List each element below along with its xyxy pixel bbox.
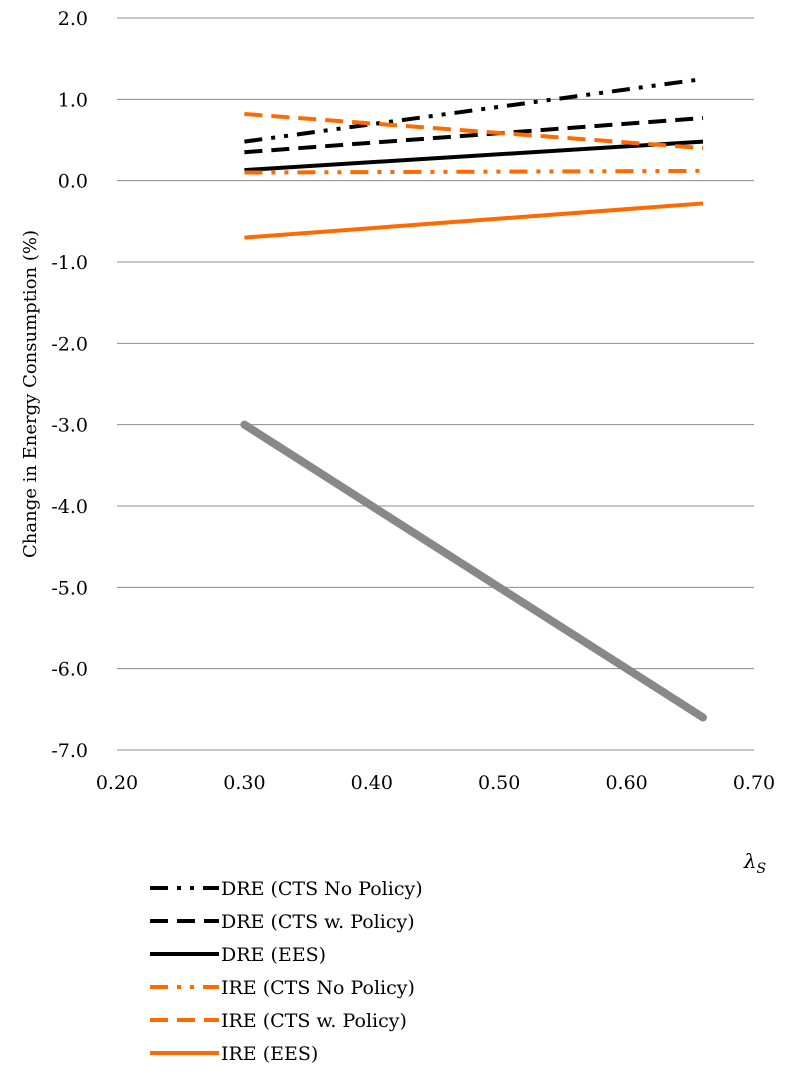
y-tick-label: -7.0	[51, 740, 88, 762]
y-tick-label: -4.0	[51, 496, 88, 518]
legend-item-label: DRE (CTS w. Policy)	[221, 911, 415, 933]
x-tick-label: 0.40	[351, 772, 393, 794]
legend-item-label: DEE (same for both CTS No Policy and EES…	[221, 1076, 650, 1078]
y-tick-label: -2.0	[51, 333, 88, 355]
series-line-0	[244, 77, 704, 144]
x-tick-label: 0.30	[223, 772, 265, 794]
y-tick-label: -6.0	[51, 659, 88, 681]
y-tick-label: -1.0	[51, 252, 88, 274]
legend-item-label: IRE (CTS No Policy)	[221, 977, 415, 999]
y-tick-labels: 2.0 1.0 0.0 -1.0 -2.0 -3.0 -4.0 -5.0 -6.0 -7.0	[51, 8, 88, 762]
series-lines	[240, 77, 708, 722]
series-line-4	[244, 111, 704, 151]
series-line-1	[244, 116, 704, 155]
y-tick-label: 0.0	[58, 171, 88, 193]
legend-item-label: IRE (CTS w. Policy)	[221, 1010, 407, 1032]
x-tick-labels: 0.20 0.30 0.40 0.50 0.60 0.70	[96, 772, 775, 794]
y-tick-label: 1.0	[58, 89, 88, 111]
series-line-3	[244, 168, 704, 175]
y-axis-label: Change in Energy Consumption (%)	[20, 230, 41, 558]
y-tick-label: 2.0	[58, 8, 88, 30]
x-tick-label: 0.50	[478, 772, 520, 794]
legend-item-label: DRE (EES)	[221, 944, 326, 966]
legend-item-label: DRE (CTS No Policy)	[221, 878, 423, 900]
series-line-2	[244, 139, 704, 173]
x-tick-label: 0.20	[96, 772, 138, 794]
gridlines	[117, 17, 754, 751]
legend-item-label: IRE (EES)	[221, 1043, 318, 1065]
x-axis-label: λS	[743, 849, 766, 877]
x-tick-label: 0.70	[733, 772, 775, 794]
series-line-5	[244, 201, 704, 240]
series-line-6	[240, 420, 708, 722]
legend: DRE (CTS No Policy) DRE (CTS w. Policy) DR…	[150, 878, 650, 1078]
y-tick-label: -5.0	[51, 577, 88, 599]
y-tick-label: -3.0	[51, 415, 88, 437]
x-tick-label: 0.60	[605, 772, 647, 794]
